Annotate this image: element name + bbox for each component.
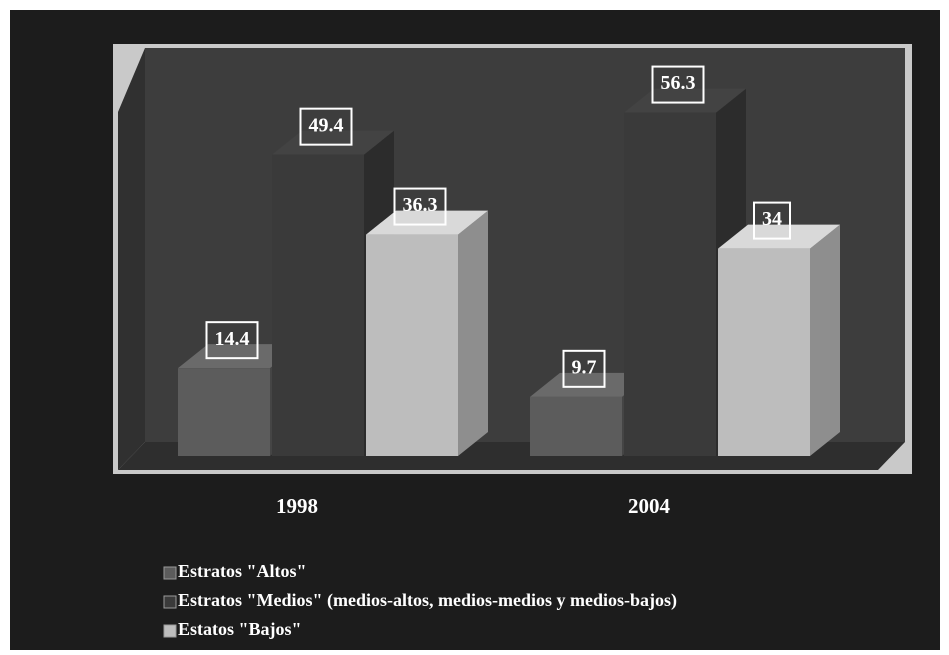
legend-swatch xyxy=(163,624,177,638)
legend-label: Estratos "Medios" (medios-altos, medios-… xyxy=(178,590,677,611)
legend-swatch xyxy=(163,566,177,580)
bar-top xyxy=(718,224,840,249)
side-wall xyxy=(118,48,145,470)
x-tick-label: 1998 xyxy=(276,494,318,518)
data-label: 14.4 xyxy=(215,328,250,350)
bar-side xyxy=(458,210,488,456)
data-label-box xyxy=(205,321,259,360)
bar xyxy=(718,248,810,456)
bar-top xyxy=(272,130,394,155)
data-label-box xyxy=(651,65,705,104)
data-label-box xyxy=(299,107,353,146)
bar-side xyxy=(810,224,840,456)
bar xyxy=(624,112,716,456)
data-label: 56.3 xyxy=(661,72,696,94)
data-label: 34 xyxy=(762,208,782,230)
bar xyxy=(530,396,622,456)
data-label-box xyxy=(753,201,791,240)
legend-swatch xyxy=(163,595,177,609)
bar xyxy=(366,234,458,456)
bar-top xyxy=(530,372,652,397)
bar-top xyxy=(624,88,746,113)
bar xyxy=(272,154,364,456)
data-label-box xyxy=(562,349,606,388)
x-tick-label: 2004 xyxy=(628,494,671,518)
data-label-box xyxy=(393,187,447,226)
data-label: 36.3 xyxy=(403,194,438,216)
bar xyxy=(178,368,270,456)
data-label: 49.4 xyxy=(309,114,344,136)
bar-top xyxy=(366,210,488,235)
data-label: 9.7 xyxy=(572,356,597,378)
legend-label: Estatos "Bajos" xyxy=(178,619,302,639)
bar-top xyxy=(178,344,300,369)
legend-label: Estratos "Altos" xyxy=(178,561,306,581)
